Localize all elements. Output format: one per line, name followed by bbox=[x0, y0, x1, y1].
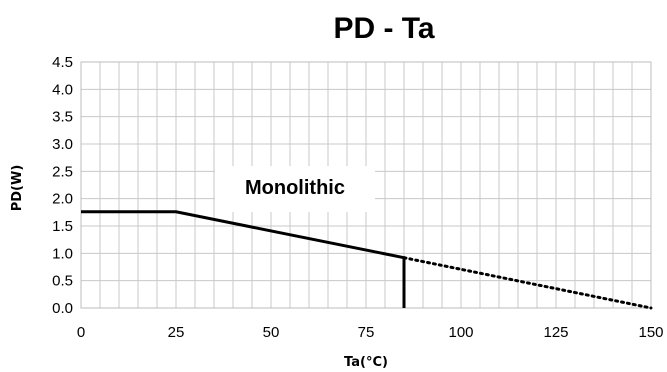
derating-line-dotted bbox=[402, 256, 653, 310]
chart-title: PD - Ta bbox=[333, 12, 434, 45]
y-tick-label: 3.0 bbox=[52, 136, 73, 153]
derating-line-solid bbox=[81, 210, 406, 308]
x-tick-labels: 0 25 50 75 100 125 150 bbox=[77, 324, 664, 341]
y-tick-label: 0.0 bbox=[52, 300, 73, 317]
y-tick-label: 4.5 bbox=[52, 54, 73, 71]
y-tick-labels: 0.0 0.5 1.0 1.5 2.0 2.5 3.0 3.5 4.0 4.5 bbox=[52, 54, 73, 317]
y-tick-label: 0.5 bbox=[52, 273, 73, 290]
y-tick-label: 1.5 bbox=[52, 218, 73, 235]
x-tick-label: 150 bbox=[638, 324, 663, 341]
y-tick-label: 1.0 bbox=[52, 245, 73, 262]
series-group bbox=[81, 210, 653, 310]
x-tick-label: 25 bbox=[168, 324, 185, 341]
y-tick-label: 2.0 bbox=[52, 191, 73, 208]
annotation-monolithic: Monolithic bbox=[245, 177, 345, 199]
x-tick-label: 100 bbox=[448, 324, 473, 341]
annotation-box bbox=[215, 166, 375, 212]
x-tick-label: 75 bbox=[358, 324, 375, 341]
x-tick-label: 50 bbox=[263, 324, 280, 341]
x-axis-label: Ta(°C) bbox=[344, 355, 388, 370]
y-axis-label: PD(W) bbox=[10, 165, 25, 212]
x-tick-label: 0 bbox=[77, 324, 85, 341]
y-tick-label: 2.5 bbox=[52, 163, 73, 180]
plot-border bbox=[80, 61, 652, 309]
y-tick-label: 3.5 bbox=[52, 109, 73, 126]
x-tick-label: 125 bbox=[543, 324, 568, 341]
y-tick-label: 4.0 bbox=[52, 81, 73, 98]
